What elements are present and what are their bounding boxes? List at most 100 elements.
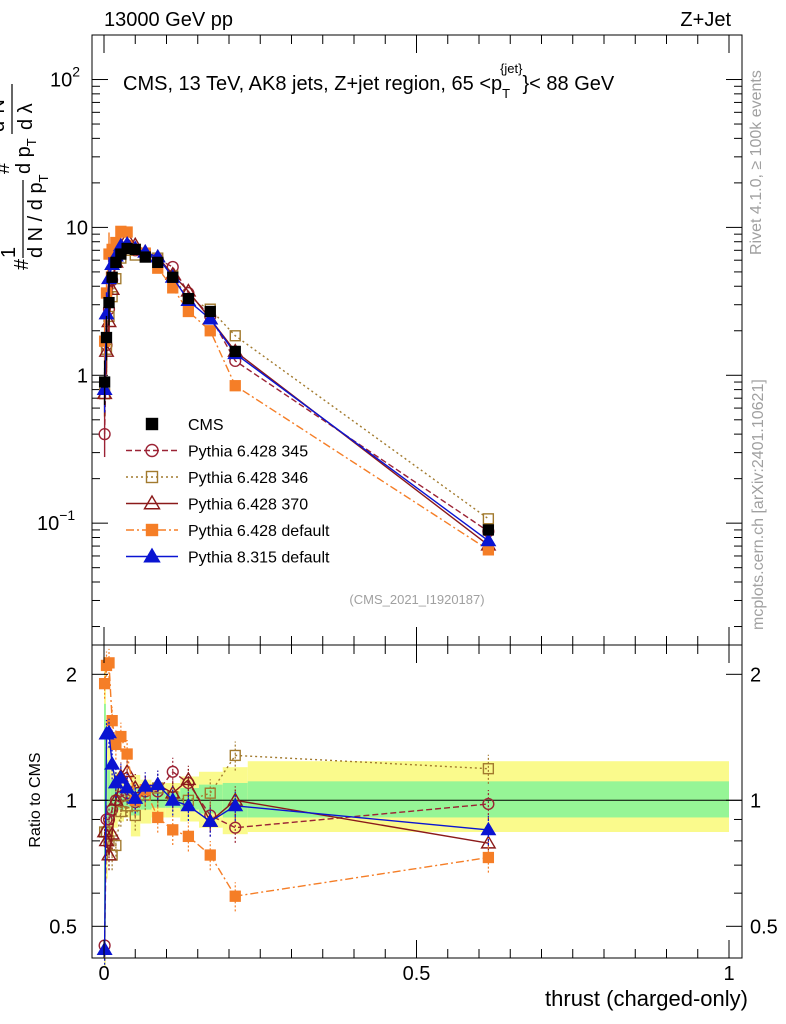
ratio-point-p370	[107, 792, 124, 806]
series-line-p346	[103, 249, 489, 520]
mcplots-credit: mcplots.cern.ch [arXiv:2401.10621]	[750, 379, 767, 630]
legend-item-p6def: Pythia 6.428 default	[126, 523, 330, 540]
ratio-point-p8def	[104, 756, 121, 770]
ratio-point-p6def	[115, 730, 127, 743]
legend-label: Pythia 6.428 default	[188, 523, 330, 540]
svg-text:1: 1	[0, 247, 20, 258]
svg-text:d N / d pT: d N / d pT	[25, 174, 51, 258]
svg-text:d λ: d λ	[15, 103, 37, 130]
main-ylabel: # 1 d N / d pT # d pT d2N d λ	[0, 84, 51, 270]
ratio-point-p6def	[103, 657, 115, 669]
legend-marker	[143, 547, 161, 563]
data-point-cms	[139, 251, 151, 263]
legend-marker	[145, 443, 159, 458]
ratio-point-p6def	[482, 851, 495, 864]
band-green	[247, 781, 729, 818]
ratio-point-p6def	[167, 824, 179, 836]
main-frame	[91, 34, 743, 646]
svg-text:#: #	[11, 258, 33, 270]
legend-item-p370: Pythia 6.428 370	[126, 494, 308, 514]
header-left: 13000 GeV pp	[104, 9, 233, 31]
svg-text:#: #	[0, 162, 14, 174]
data-point-cms	[152, 256, 164, 269]
legend-marker	[145, 523, 159, 537]
ratio-point-p6def	[152, 811, 164, 824]
legend-item-cms: CMS	[145, 417, 224, 434]
legend-label: Pythia 6.428 346	[188, 470, 308, 487]
main-series-group	[96, 225, 497, 556]
data-point-p6def	[204, 325, 216, 337]
ratio-point-p8def	[112, 769, 129, 784]
main-ytick-label: 10	[66, 217, 88, 239]
x-tick-label: 1	[723, 963, 734, 985]
data-point-p346	[229, 330, 241, 342]
ratio-point-p370	[104, 826, 121, 840]
ratio-point-p8def	[149, 776, 166, 791]
x-tick-label: 0	[98, 963, 109, 985]
legend-marker	[143, 494, 161, 510]
ratio-ytick-label-left: 2	[66, 664, 77, 686]
band-green	[199, 784, 223, 814]
data-point-cms	[129, 243, 141, 256]
legend-label: Pythia 6.428 345	[188, 444, 308, 461]
x-tick-label: 0.5	[403, 963, 431, 985]
data-point-p8def	[202, 310, 219, 325]
ratio-series-p8def	[96, 718, 497, 965]
analysis-watermark: (CMS_2021_I1920187)	[349, 592, 484, 607]
ratio-point-p6def	[204, 849, 216, 861]
ratio-ytick-label-right: 2	[750, 664, 761, 686]
legend-marker	[145, 417, 159, 431]
legend-label: Pythia 8.315 default	[188, 550, 330, 567]
ratio-point-p8def	[127, 790, 144, 804]
data-point-cms	[106, 271, 118, 283]
ratio-point-p6def	[182, 830, 195, 843]
ratio-point-p346	[482, 763, 495, 775]
main-axis-ticks: 102 10 1 10−1	[37, 34, 742, 645]
ratio-point-p8def	[227, 797, 244, 812]
ratio-ytick-label-left: 0.5	[49, 916, 77, 938]
legend-label: CMS	[188, 417, 224, 434]
ratio-point-p8def	[137, 778, 154, 792]
ratio-ylabel: Ratio to CMS	[27, 752, 44, 847]
x-axis-label: thrust (charged-only)	[545, 986, 748, 1011]
svg-text:d2N: d2N	[0, 99, 9, 132]
main-ytick-label: 102	[50, 64, 80, 92]
ratio-point-p370	[180, 771, 197, 786]
rivet-version: Rivet 4.1.0, ≥ 100k events	[748, 70, 765, 255]
header-right: Z+Jet	[680, 9, 731, 31]
ratio-point-p8def	[180, 797, 197, 812]
data-point-cms	[182, 292, 195, 305]
data-point-cms	[167, 271, 179, 283]
data-point-cms	[204, 305, 216, 318]
main-ytick-label: 1	[77, 365, 88, 387]
data-point-p8def	[480, 532, 497, 547]
main-ytick-label: 10−1	[37, 507, 75, 535]
legend-item-p345: Pythia 6.428 345	[126, 444, 308, 461]
ratio-ytick-label-right: 1	[750, 790, 761, 812]
ratio-panel: 2 2 1 1 0.5 0.5 0 0.5 1	[49, 644, 778, 985]
data-point-p346	[482, 513, 495, 525]
legend-item-p346: Pythia 6.428 346	[126, 470, 308, 487]
ratio-axis-ticks: 2 2 1 1 0.5 0.5 0 0.5 1	[49, 645, 778, 985]
data-point-cms	[103, 296, 115, 309]
ratio-point-p8def	[119, 779, 136, 794]
ratio-series-group	[96, 648, 497, 965]
main-panel: 102 10 1 10−1 CMS, 13 TeV, AK8 jets, Z+jet …	[37, 34, 743, 646]
ratio-point-p346	[229, 749, 241, 762]
svg-text:d pT: d pT	[13, 138, 39, 174]
ratio-point-p6def	[121, 748, 133, 760]
ratio-point-p6def	[106, 714, 118, 727]
ratio-point-p8def	[480, 821, 497, 836]
ratio-point-p370	[98, 832, 115, 847]
legend-marker	[145, 470, 159, 484]
data-point-p345	[98, 428, 111, 441]
data-point-cms	[98, 376, 111, 388]
ratio-point-p8def	[101, 724, 117, 739]
legend-item-p8def: Pythia 8.315 default	[126, 547, 330, 567]
ratio-point-p6def	[98, 677, 111, 690]
data-point-p6def	[121, 226, 133, 238]
ratio-ytick-label-right: 0.5	[750, 916, 778, 938]
ratio-point-p8def	[96, 941, 113, 955]
ratio-point-p346	[204, 787, 216, 799]
